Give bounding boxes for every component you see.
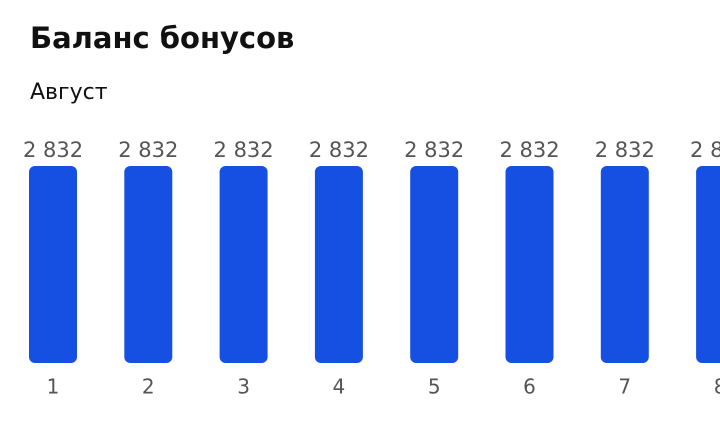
chart-title: Баланс бонусов xyxy=(30,21,294,55)
value-label: 2 832 xyxy=(595,138,655,162)
x-tick-label: 3 xyxy=(237,375,250,399)
chart-subtitle: Август xyxy=(30,80,108,105)
x-tick-label: 8 xyxy=(714,375,720,399)
bar xyxy=(505,166,554,363)
bar xyxy=(219,166,268,363)
value-label: 2 832 xyxy=(690,138,720,162)
x-tick-label: 6 xyxy=(523,375,536,399)
value-label: 2 832 xyxy=(23,138,83,162)
value-label: 2 832 xyxy=(404,138,464,162)
bar xyxy=(696,166,720,363)
bar xyxy=(314,166,363,363)
bar xyxy=(410,166,459,363)
x-tick-label: 1 xyxy=(47,375,60,399)
value-label: 2 832 xyxy=(309,138,369,162)
x-tick-label: 4 xyxy=(333,375,346,399)
x-tick-label: 5 xyxy=(428,375,441,399)
bar xyxy=(600,166,649,363)
value-label: 2 832 xyxy=(118,138,178,162)
value-label: 2 832 xyxy=(499,138,559,162)
x-tick-label: 7 xyxy=(618,375,631,399)
value-label: 2 832 xyxy=(214,138,274,162)
bar xyxy=(29,166,77,363)
x-tick-label: 2 xyxy=(142,375,155,399)
bar xyxy=(124,166,173,363)
